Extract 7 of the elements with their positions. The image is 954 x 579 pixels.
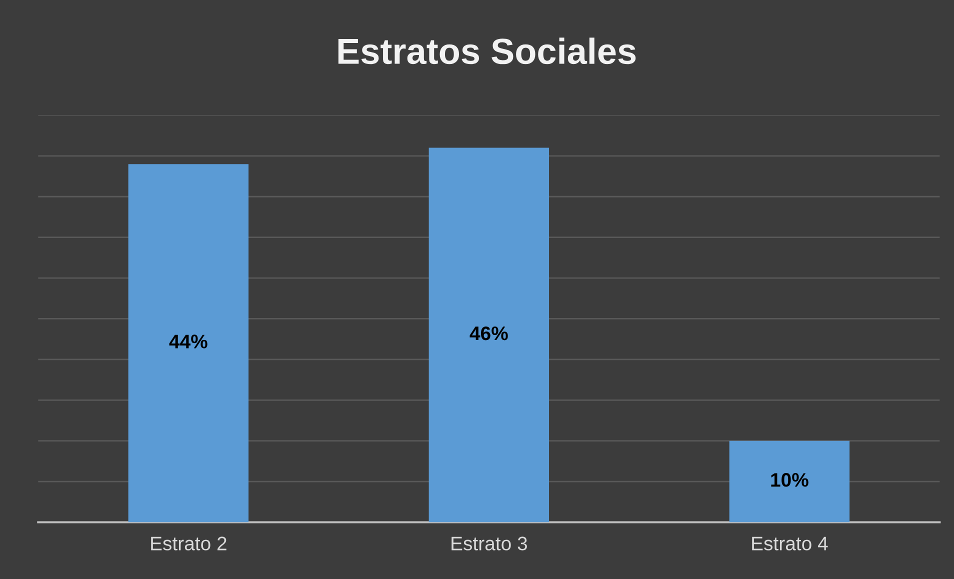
x-tick-label: Estrato 4 (752, 536, 828, 550)
data-label: 10% (771, 473, 808, 487)
data-label: 44% (169, 334, 208, 348)
x-tick-label: Estrato 3 (452, 536, 527, 550)
data-label: 46% (470, 326, 508, 340)
chart-title: Estratos Sociales (338, 38, 636, 64)
x-tick-label: Estrato 2 (151, 536, 226, 550)
